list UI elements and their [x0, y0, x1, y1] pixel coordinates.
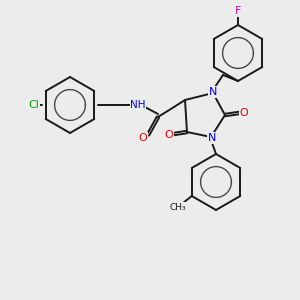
Text: O: O [165, 130, 173, 140]
Text: F: F [235, 6, 241, 16]
Text: Cl: Cl [28, 100, 39, 110]
Text: CH₃: CH₃ [169, 202, 186, 211]
Text: O: O [139, 133, 147, 143]
Text: O: O [240, 108, 248, 118]
Text: NH: NH [130, 100, 146, 110]
Text: N: N [208, 133, 216, 143]
Text: N: N [209, 87, 217, 97]
